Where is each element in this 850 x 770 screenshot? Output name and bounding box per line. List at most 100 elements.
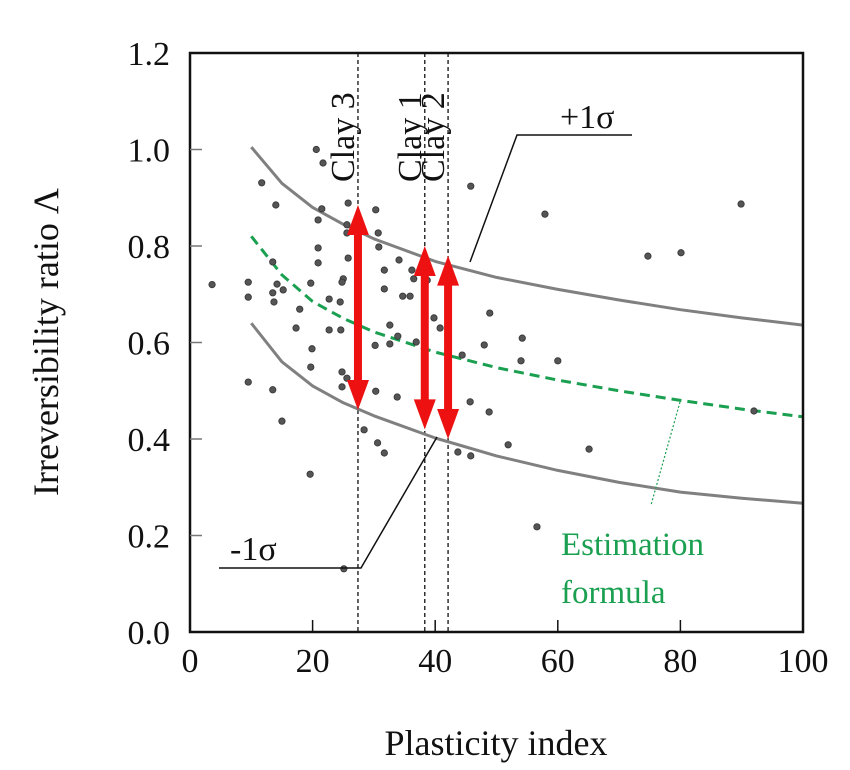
data-point [338, 278, 346, 286]
data-point [325, 326, 333, 334]
minus-sigma-label: -1σ [230, 531, 277, 568]
data-point [244, 278, 252, 286]
data-point [486, 309, 494, 317]
data-point [480, 341, 488, 349]
annotations: +1σ -1σ Estimation formula [219, 99, 704, 611]
data-point [466, 398, 474, 406]
x-tick-label: 100 [778, 643, 829, 680]
data-point [371, 341, 379, 349]
data-point [244, 293, 252, 301]
data-point [314, 259, 322, 267]
data-point [344, 254, 352, 262]
double-arrow-clay-1 [413, 246, 436, 430]
data-point [375, 243, 383, 251]
data-point [533, 523, 541, 531]
double-arrow-clay-3 [346, 204, 369, 411]
y-tick-label: 1.0 [128, 133, 171, 170]
data-point [269, 386, 277, 394]
data-point [374, 229, 382, 237]
data-point [308, 345, 316, 353]
y-tick-label: 0.6 [128, 326, 171, 363]
data-point [306, 470, 314, 478]
data-point [386, 340, 394, 348]
x-tick-label: 20 [296, 643, 330, 680]
data-point [244, 378, 252, 386]
curves [250, 146, 804, 505]
y-tick-label: 0.0 [128, 615, 171, 652]
data-point [340, 565, 348, 573]
data-point [270, 298, 278, 306]
data-point [737, 200, 745, 208]
y-tick-label: 1.2 [128, 36, 171, 73]
data-point [279, 286, 287, 294]
data-point [436, 324, 444, 332]
data-point [336, 298, 344, 306]
x-tick-label: 80 [663, 643, 697, 680]
data-point [269, 258, 277, 266]
data-point [386, 321, 394, 329]
data-point [393, 393, 401, 401]
data-point [258, 179, 266, 187]
x-tick-label: 40 [418, 643, 452, 680]
y-tick-label: 0.4 [128, 422, 171, 459]
data-point [644, 252, 652, 260]
data-point [454, 448, 462, 456]
data-point [410, 275, 418, 283]
plus-sigma-curve [250, 146, 804, 327]
clay-label: Clay 2 [415, 92, 452, 182]
data-point [360, 426, 368, 434]
data-point [278, 417, 286, 425]
data-point [467, 452, 475, 460]
data-point [408, 266, 416, 274]
data-point [338, 383, 346, 391]
data-point [343, 221, 351, 229]
data-point [517, 357, 525, 365]
data-point [272, 201, 280, 209]
estimation-label-line2: formula [561, 575, 666, 611]
data-point [319, 159, 327, 167]
x-tick-label: 0 [182, 643, 199, 680]
y-tick-label: 0.8 [128, 229, 171, 266]
data-point [307, 279, 315, 287]
data-point [273, 280, 281, 288]
data-point [504, 441, 512, 449]
plus-sigma-label: +1σ [560, 99, 615, 136]
clay-label: Clay 1 [392, 92, 429, 182]
clay-label: Clay 3 [325, 92, 362, 182]
data-point [750, 407, 758, 415]
data-point [314, 216, 322, 224]
y-axis-title: Irreversibility ratio Λ [26, 188, 66, 496]
data-point [380, 285, 388, 293]
scatter-points [208, 145, 758, 573]
data-point [312, 145, 320, 154]
range-arrows [346, 204, 460, 439]
data-point [372, 206, 380, 214]
data-point [430, 314, 438, 322]
data-point [380, 266, 388, 274]
y-tick-label: 0.2 [128, 519, 171, 556]
data-point [373, 439, 382, 447]
data-point [412, 338, 420, 346]
data-point [318, 205, 326, 213]
data-point [399, 292, 407, 300]
plus-sigma-leader-line [469, 134, 632, 263]
plot-frame [188, 51, 805, 634]
data-point [296, 305, 304, 313]
data-point [343, 374, 351, 382]
data-point [554, 357, 562, 365]
data-point [395, 256, 403, 264]
data-point [337, 326, 345, 334]
data-point [344, 199, 352, 207]
data-point [485, 408, 493, 416]
data-point [307, 363, 315, 371]
minus-sigma-leader-line [219, 436, 438, 569]
estimation-label-line1: Estimation [561, 527, 704, 563]
data-point [585, 445, 593, 453]
data-point [677, 249, 685, 257]
x-tick-label: 60 [541, 643, 575, 680]
data-point [269, 289, 277, 297]
estimation-leader-line [650, 401, 681, 506]
data-point [372, 387, 380, 395]
